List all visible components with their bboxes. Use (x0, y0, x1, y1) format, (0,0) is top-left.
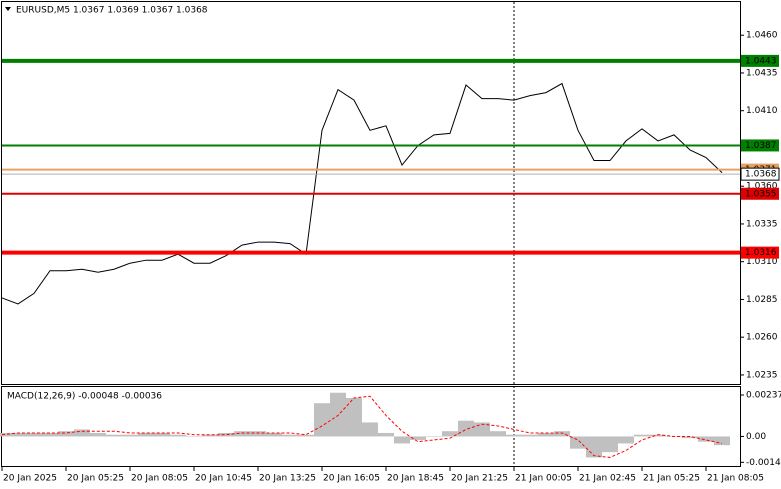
macd-bar (218, 432, 234, 437)
level-label: 1.0368 (745, 170, 777, 180)
macd-bar (330, 392, 346, 437)
level-label-box (741, 187, 779, 200)
level-label-box (741, 139, 779, 152)
y-tick-label: 0.00 (746, 432, 766, 442)
macd-bar (186, 436, 202, 437)
macd-bar (426, 436, 442, 437)
macd-bar (298, 434, 314, 437)
level-label-box (741, 54, 779, 67)
level-label-box (741, 246, 779, 259)
x-tick-label: 21 Jan 02:45 (579, 474, 636, 484)
signal-line (1, 395, 723, 458)
y-tick-label: 1.0285 (746, 295, 778, 305)
x-tick-label: 20 Jan 2025 (3, 474, 57, 484)
macd-bar (170, 434, 186, 437)
level-label: 1.0355 (745, 189, 777, 199)
x-tick-label: 20 Jan 18:45 (387, 474, 444, 484)
macd-bar (570, 436, 586, 449)
level-label: 1.0387 (745, 141, 777, 151)
macd-title: MACD(12,26,9) -0.00048 -0.00036 (7, 392, 162, 402)
y-tick-label: 1.0260 (746, 333, 778, 343)
macd-bar (618, 436, 634, 444)
y-tick-label: 0.00237 (746, 390, 781, 400)
macd-bar (282, 434, 298, 437)
macd-bar (42, 432, 58, 437)
macd-bar (410, 436, 426, 440)
level-label-box (740, 167, 780, 181)
x-tick-label: 20 Jan 16:05 (323, 474, 380, 484)
macd-bar (538, 432, 554, 437)
macd-bar (234, 431, 250, 437)
macd-bar (314, 403, 330, 437)
macd-bar (394, 436, 410, 444)
y-tick-label: 1.0335 (746, 219, 778, 229)
price-pane (1, 1, 741, 385)
macd-bar (506, 434, 522, 437)
macd-bar (602, 436, 618, 453)
x-tick-label: 21 Jan 00:05 (515, 474, 572, 484)
x-tick-label: 20 Jan 13:25 (259, 474, 316, 484)
x-tick-label: 20 Jan 08:05 (131, 474, 188, 484)
x-tick-label: 21 Jan 08:05 (707, 474, 764, 484)
macd-bar (58, 431, 74, 437)
macd-bar (458, 420, 474, 437)
y-tick-label: 1.0435 (746, 68, 778, 78)
y-tick-label: 1.0410 (746, 106, 778, 116)
macd-bar (266, 432, 282, 437)
macd-bar (202, 434, 218, 437)
menu-arrow (5, 7, 11, 11)
macd-bar (522, 434, 538, 437)
macd-bar (122, 434, 138, 437)
macd-bar (138, 432, 154, 437)
macd-bar (698, 436, 714, 442)
level-label: 1.0316 (745, 248, 777, 258)
macd-bar (26, 432, 42, 437)
chart-title: EURUSD,M5 1.0367 1.0369 1.0367 1.0368 (16, 6, 208, 16)
macd-bar (74, 429, 90, 437)
level-label: 1.0443 (745, 56, 777, 66)
macd-bar (586, 436, 602, 458)
y-tick-label: 1.0360 (746, 182, 778, 192)
macd-bar (650, 434, 666, 437)
macd-bar (714, 436, 730, 446)
macd-bar (554, 431, 570, 437)
macd-bar (250, 431, 266, 437)
macd-bar (346, 397, 362, 437)
x-tick-label: 20 Jan 05:25 (67, 474, 124, 484)
macd-bar (682, 436, 698, 439)
y-tick-label: 1.0235 (746, 370, 778, 380)
macd-bar (362, 422, 378, 437)
macd-bar (106, 434, 122, 437)
macd-bar (154, 432, 170, 437)
x-tick-label: 20 Jan 21:25 (451, 474, 508, 484)
macd-bar (490, 431, 506, 437)
y-tick-label: -0.00148 (746, 458, 781, 468)
macd-bar (634, 434, 650, 437)
price-line (1, 82, 723, 305)
y-tick-label: 1.0310 (746, 257, 778, 267)
macd-bar (90, 432, 106, 437)
x-tick-label: 20 Jan 10:45 (195, 474, 252, 484)
y-tick-label: 1.0460 (746, 31, 778, 41)
macd-bar (378, 432, 394, 437)
macd-bar (442, 431, 458, 437)
macd-pane (1, 386, 741, 467)
x-tick-label: 21 Jan 05:25 (643, 474, 700, 484)
macd-bar (10, 432, 26, 437)
